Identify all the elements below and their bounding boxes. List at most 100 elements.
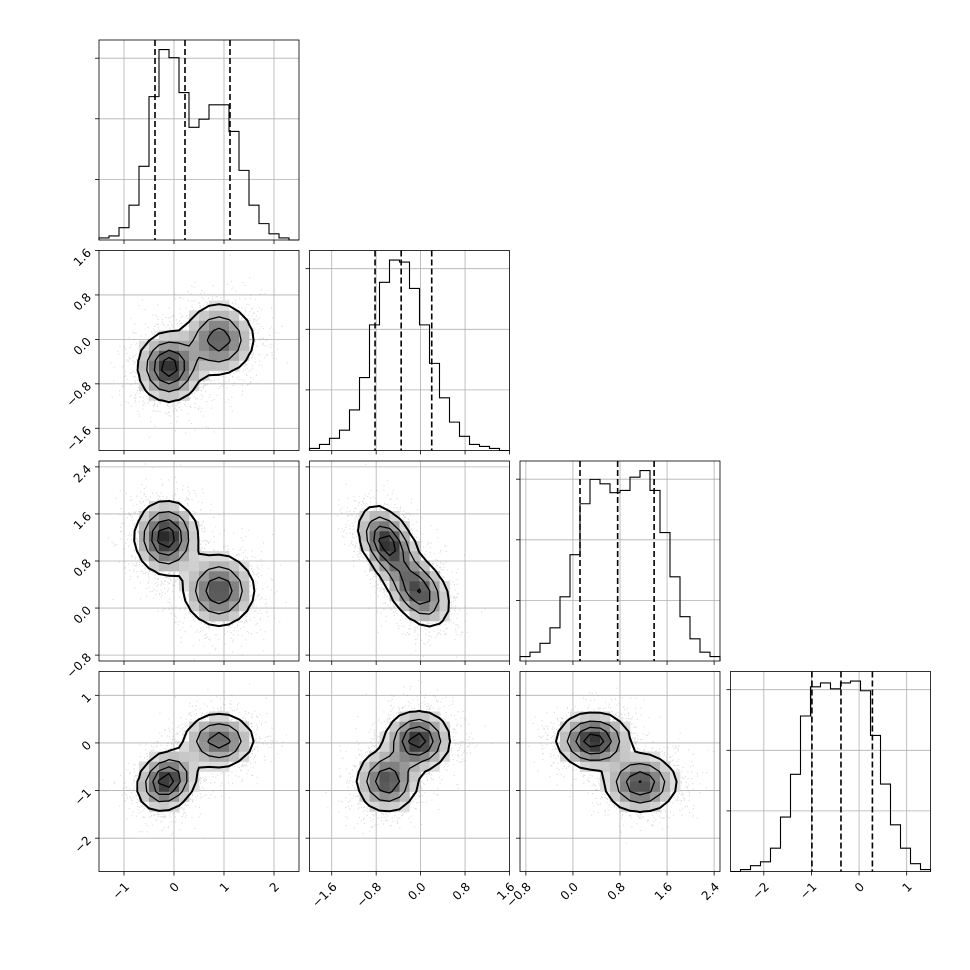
density-cell <box>159 330 170 341</box>
density-cell <box>419 721 430 732</box>
density-cell <box>159 561 170 572</box>
density-cell <box>409 611 420 622</box>
density-cell <box>419 761 430 772</box>
density-cell <box>209 601 220 612</box>
density-cell <box>179 380 190 391</box>
density-cell <box>209 330 220 341</box>
density-cell <box>189 350 200 361</box>
density-cell <box>219 320 230 331</box>
density-cell <box>169 350 180 361</box>
density-cell <box>369 771 380 782</box>
density-cell <box>610 721 621 732</box>
density-cell <box>620 781 631 792</box>
density-cell <box>149 771 160 782</box>
density-cell <box>640 781 651 792</box>
density-cell <box>409 751 420 762</box>
density-cell <box>159 350 170 361</box>
density-cell <box>199 551 210 562</box>
density-cell <box>600 761 611 772</box>
density-cell <box>239 591 250 602</box>
density-cell <box>139 771 150 782</box>
density-cell <box>650 791 661 802</box>
pair-panel-1-2 <box>98 250 300 451</box>
density-cell <box>179 350 190 361</box>
density-cell <box>379 751 390 762</box>
density-cell <box>590 711 601 722</box>
density-cell <box>199 320 210 331</box>
density-cell <box>189 751 200 762</box>
density-cell <box>189 541 200 552</box>
density-cell <box>429 571 440 582</box>
contour-level-3 <box>153 327 231 385</box>
density-cell <box>560 731 571 742</box>
contour-level-1 <box>355 709 452 813</box>
density-cell <box>189 561 200 572</box>
density-cell <box>209 741 220 752</box>
density-cell <box>389 531 400 542</box>
density-cell <box>149 521 160 532</box>
density-cell <box>590 751 601 762</box>
density-cell <box>620 771 631 782</box>
density-cell <box>159 501 170 512</box>
density-cell <box>429 611 440 622</box>
density-cell <box>219 340 230 351</box>
density-cell <box>229 571 240 582</box>
density-cell <box>169 801 180 812</box>
density-cell <box>439 591 450 602</box>
contour-level-1 <box>136 712 255 812</box>
density-cell <box>560 721 571 732</box>
density-cell <box>169 751 180 762</box>
density-cell <box>409 571 420 582</box>
density-cell <box>169 340 180 351</box>
density-cell <box>199 360 210 371</box>
pair-panel-1-4 <box>98 671 300 872</box>
density-cell <box>179 761 190 772</box>
density-cell <box>169 781 180 792</box>
density-cell <box>389 771 400 782</box>
density-cell <box>660 761 671 772</box>
density-cell <box>419 601 430 612</box>
density-cell <box>379 511 390 522</box>
density-cell <box>590 731 601 742</box>
density-cell <box>429 741 440 752</box>
density-cell <box>580 731 591 742</box>
density-cell <box>359 791 370 802</box>
panel-frame <box>98 39 300 241</box>
density-cell <box>179 370 190 381</box>
density-cell <box>169 561 180 572</box>
density-cell <box>169 761 180 772</box>
density-cell <box>439 731 450 742</box>
density-cell <box>379 791 390 802</box>
density-cell <box>409 581 420 592</box>
density-cell <box>359 761 370 772</box>
density-cell <box>379 781 390 792</box>
density-cell <box>169 380 180 391</box>
density-cell <box>239 330 250 341</box>
density-cell <box>630 801 641 812</box>
density-cell <box>139 370 150 381</box>
contour-level-3 <box>151 519 233 605</box>
density-cell <box>640 761 651 772</box>
density-cell <box>139 551 150 562</box>
density-cell <box>169 370 180 381</box>
density-cell <box>580 751 591 762</box>
density-cell <box>159 781 170 792</box>
density-cell <box>570 721 581 732</box>
density-cell <box>379 771 390 782</box>
density-cell <box>389 751 400 762</box>
density-cell <box>379 561 390 572</box>
density-cell <box>610 761 621 772</box>
density-cell <box>369 561 380 572</box>
density-cell <box>600 771 611 782</box>
density-cell <box>379 551 390 562</box>
density-cell <box>189 551 200 562</box>
density-cell <box>179 541 190 552</box>
density-cell <box>159 791 170 802</box>
density-cell <box>189 581 200 592</box>
density-cell <box>169 390 180 401</box>
density-cell <box>169 521 180 532</box>
density-cell <box>189 521 200 532</box>
density-cell <box>179 581 190 592</box>
histogram-panel-2 <box>305 250 510 452</box>
density-cell <box>439 721 450 732</box>
